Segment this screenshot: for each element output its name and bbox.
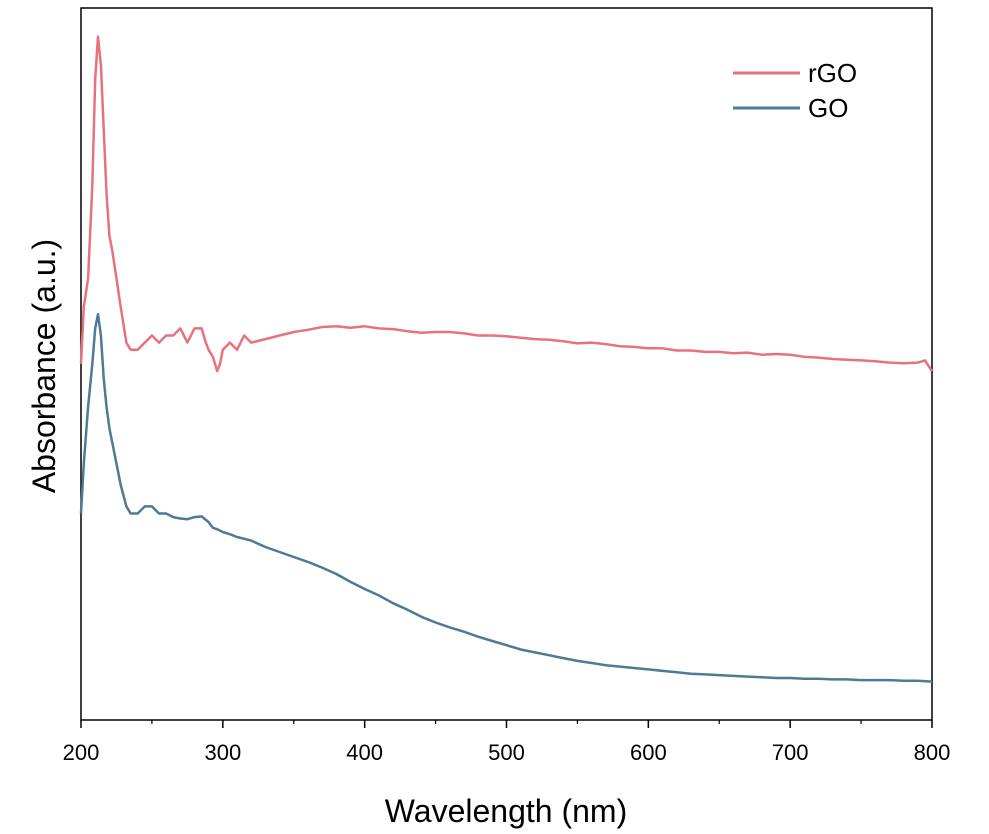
x-tick-label: 300 bbox=[204, 740, 241, 765]
x-tick-label: 500 bbox=[488, 740, 525, 765]
series-line-rgo bbox=[79, 35, 934, 373]
x-axis-title: Wavelength (nm) bbox=[385, 793, 627, 829]
legend: rGO GO bbox=[733, 58, 857, 123]
legend-label-go: GO bbox=[808, 93, 848, 123]
series-line-go bbox=[79, 312, 933, 683]
x-axis-ticks: 200 300 400 500 600 700 800 bbox=[63, 720, 951, 765]
plot-frame bbox=[80, 7, 933, 721]
y-axis-title: Absorbance (a.u.) bbox=[26, 239, 62, 493]
x-tick-label: 700 bbox=[772, 740, 809, 765]
x-tick-label: 800 bbox=[914, 740, 951, 765]
x-tick-label: 200 bbox=[63, 740, 100, 765]
x-tick-label: 400 bbox=[346, 740, 383, 765]
legend-label-rgo: rGO bbox=[808, 58, 857, 88]
x-tick-label: 600 bbox=[630, 740, 667, 765]
series-lines bbox=[79, 35, 934, 683]
